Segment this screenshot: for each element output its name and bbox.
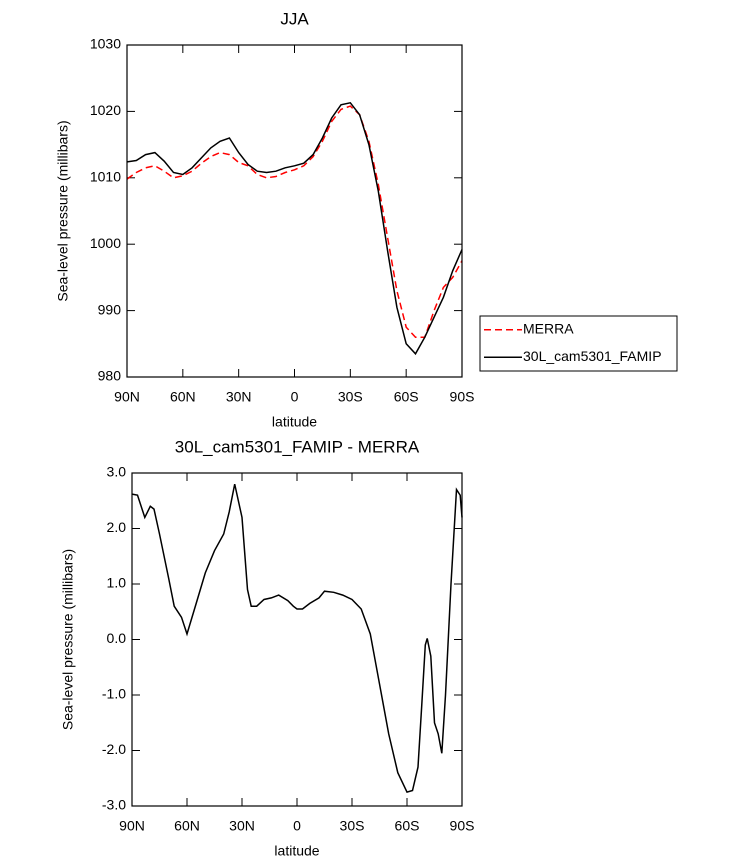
y-tick-label: -2.0 [102, 741, 126, 757]
data-line [131, 483, 463, 793]
x-tick-label: 90S [450, 818, 475, 834]
x-tick-label: 90N [114, 389, 140, 405]
x-tick-label: 60N [170, 389, 196, 405]
legend-label: MERRA [523, 320, 574, 336]
x-tick-label: 0 [291, 389, 299, 405]
y-tick-label: -1.0 [102, 686, 126, 702]
chart-title: JJA [280, 9, 309, 28]
y-tick-label: 990 [98, 301, 122, 317]
x-tick-label: 30N [226, 389, 252, 405]
x-tick-label: 90N [119, 818, 145, 834]
y-tick-label: 3.0 [107, 464, 127, 480]
y-tick-label: 1000 [90, 235, 121, 251]
data-line [126, 105, 463, 338]
y-tick-label: 2.0 [107, 519, 127, 535]
x-tick-label: 30S [340, 818, 365, 834]
legend-label: 30L_cam5301_FAMIP [523, 348, 662, 364]
x-tick-label: 0 [293, 818, 301, 834]
chart-title: 30L_cam5301_FAMIP - MERRA [175, 437, 420, 456]
x-tick-label: 60N [174, 818, 200, 834]
x-axis-label: latitude [272, 414, 317, 430]
y-tick-label: 1020 [90, 102, 121, 118]
y-tick-label: -3.0 [102, 797, 126, 813]
x-tick-label: 90S [450, 389, 475, 405]
x-tick-label: 60S [395, 818, 420, 834]
y-axis-label: Sea-level pressure (millibars) [55, 120, 71, 301]
plot-frame [126, 44, 463, 378]
data-line [126, 101, 463, 356]
legend-box [479, 315, 678, 372]
y-tick-label: 1010 [90, 169, 121, 185]
plot-frame [131, 472, 463, 807]
y-tick-label: 980 [98, 368, 122, 384]
x-axis-label: latitude [274, 843, 319, 859]
y-tick-label: 0.0 [107, 630, 127, 646]
y-axis-label: Sea-level pressure (millibars) [60, 549, 76, 730]
x-tick-label: 30S [338, 389, 363, 405]
y-tick-label: 1030 [90, 36, 121, 52]
y-tick-label: 1.0 [107, 575, 127, 591]
x-tick-label: 60S [394, 389, 419, 405]
x-tick-label: 30N [229, 818, 255, 834]
